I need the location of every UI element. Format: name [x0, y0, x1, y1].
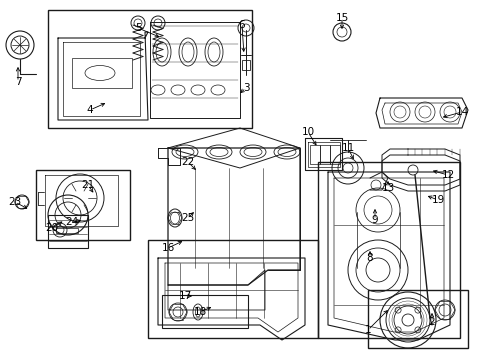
Text: 20: 20 — [45, 223, 59, 233]
Text: 17: 17 — [178, 291, 191, 301]
Text: 8: 8 — [366, 253, 372, 263]
Bar — [317, 162, 459, 338]
Bar — [309, 145, 319, 164]
Bar — [48, 215, 88, 248]
Text: 4: 4 — [86, 105, 93, 115]
Text: 6: 6 — [238, 20, 245, 30]
Bar — [242, 60, 249, 70]
Bar — [319, 145, 329, 164]
Text: 18: 18 — [193, 307, 206, 317]
Text: 23: 23 — [8, 197, 21, 207]
Text: 9: 9 — [371, 215, 378, 225]
Bar — [56, 228, 78, 233]
Bar — [72, 58, 132, 88]
Text: 24: 24 — [65, 217, 79, 227]
Text: 21: 21 — [81, 180, 95, 190]
Text: 12: 12 — [441, 170, 454, 180]
Text: 13: 13 — [381, 183, 394, 193]
Text: 19: 19 — [430, 195, 444, 205]
Bar — [36, 170, 130, 240]
Bar — [329, 145, 339, 164]
Text: 2: 2 — [428, 317, 434, 327]
Bar — [148, 240, 317, 338]
Text: 7: 7 — [15, 77, 21, 87]
Bar — [48, 10, 251, 128]
Text: 22: 22 — [181, 157, 194, 167]
Text: 14: 14 — [454, 107, 468, 117]
Text: 16: 16 — [161, 243, 174, 253]
Text: 25: 25 — [181, 213, 194, 223]
Bar — [367, 290, 467, 348]
Text: 11: 11 — [341, 143, 354, 153]
Text: 10: 10 — [301, 127, 314, 137]
Text: 3: 3 — [242, 83, 249, 93]
Bar — [162, 295, 247, 328]
Text: 5: 5 — [134, 23, 141, 33]
Text: 1: 1 — [364, 325, 370, 335]
Text: 15: 15 — [335, 13, 348, 23]
